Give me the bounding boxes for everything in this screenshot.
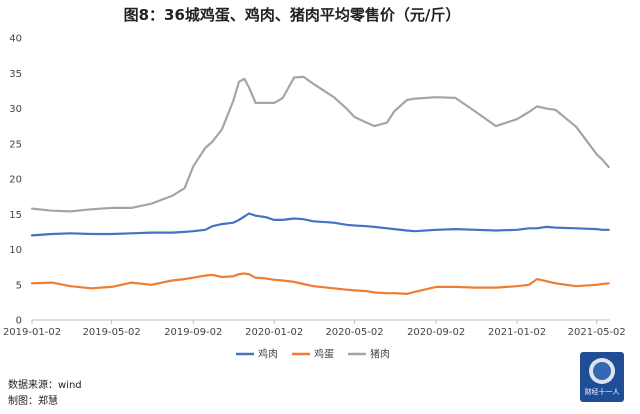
x-tick-label: 2019-09-02 (164, 327, 222, 338)
x-tick-label: 2020-05-02 (325, 327, 383, 338)
y-tick-label: 20 (9, 175, 22, 186)
y-axis-ticks: 0 5 10 15 20 25 30 35 40 (9, 34, 22, 327)
series-line-0 (30, 212, 610, 237)
legend: 鸡肉 鸡蛋 猪肉 (236, 348, 390, 361)
y-tick-label: 5 (16, 280, 22, 291)
x-tick-label: 2020-09-02 (407, 327, 465, 338)
series-line-1 (30, 272, 610, 295)
y-tick-label: 30 (9, 104, 22, 115)
y-tick-label: 15 (9, 210, 22, 221)
data-source-note: 数据来源：wind (8, 380, 82, 391)
y-tick-label: 10 (9, 245, 22, 256)
x-tick-label: 2019-01-02 (3, 327, 61, 338)
x-axis-ticks: 2019-01-02 2019-05-02 2019-09-02 2020-01-02… (3, 320, 626, 338)
x-tick-label: 2021-01-02 (488, 327, 546, 338)
series-line-2 (30, 75, 610, 213)
globe-icon (589, 358, 615, 384)
y-tick-label: 25 (9, 139, 22, 150)
x-tick-label: 2020-01-02 (245, 327, 303, 338)
chart-title: 图8：36城鸡蛋、鸡肉、猪肉平均零售价（元/斤） (124, 6, 461, 24)
x-tick-label: 2019-05-02 (83, 327, 141, 338)
y-tick-label: 40 (9, 34, 22, 45)
brand-logo-text: 财经十一人 (584, 388, 620, 396)
brand-logo: 财经十一人 (580, 352, 624, 402)
chart-author-note: 制图：郑慧 (8, 396, 58, 407)
legend-label: 鸡肉 (258, 348, 278, 361)
x-tick-label: 2021-05-02 (568, 327, 626, 338)
series-lines (30, 75, 610, 295)
y-tick-label: 35 (9, 69, 22, 80)
y-tick-label: 0 (16, 316, 22, 327)
legend-label: 鸡蛋 (314, 348, 334, 361)
legend-label: 猪肉 (370, 348, 390, 361)
